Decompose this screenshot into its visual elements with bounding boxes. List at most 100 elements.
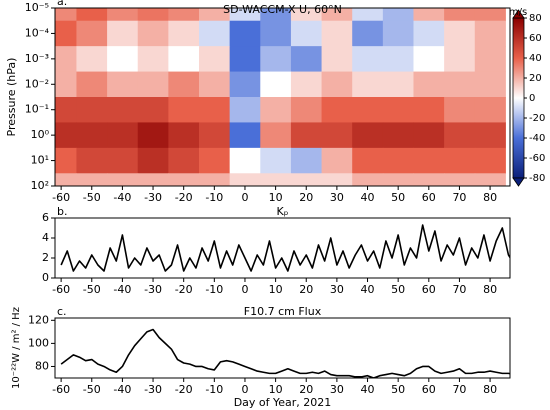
heat-cell	[382, 122, 414, 149]
heat-cell	[168, 46, 200, 73]
heat-cell	[321, 20, 353, 47]
heat-cell	[290, 97, 323, 123]
heat-cell	[382, 97, 414, 123]
colorbar-tick-label: -60	[529, 153, 545, 164]
heat-cell	[413, 8, 445, 22]
colorbar-tick-label: -40	[529, 133, 545, 144]
panel-title: Kₚ	[277, 205, 289, 218]
axes-frame	[54, 217, 511, 279]
colorbar-tick-label: 80	[529, 13, 542, 24]
x-tick-label: 60	[422, 283, 436, 296]
y-tick-label: 100	[28, 336, 49, 349]
panel-title: F10.7 cm Flux	[244, 305, 322, 318]
heat-cell	[107, 122, 139, 149]
heat-cell	[382, 147, 414, 174]
heat-cell	[107, 173, 139, 186]
plot-area	[55, 8, 506, 186]
heat-cell	[352, 122, 384, 149]
colorbar-label: m/s	[509, 7, 527, 18]
x-tick-label: -30	[144, 191, 162, 204]
data-line	[60, 328, 510, 378]
colorbar-tick-label: 60	[529, 33, 542, 44]
y-tick-label: 10⁻²	[25, 77, 49, 90]
x-tick-label: 20	[299, 383, 313, 396]
heat-cell	[137, 147, 169, 174]
heat-cell	[137, 71, 169, 98]
heat-cell	[55, 8, 77, 22]
x-tick-label: 70	[452, 283, 466, 296]
heat-cell	[444, 8, 476, 22]
plot-area	[60, 224, 510, 272]
heat-cell	[352, 173, 384, 186]
panel-label: b.	[57, 205, 67, 218]
colorbar-tick-label: 20	[529, 73, 542, 84]
panel-title: SD-WACCM-X U, 60°N	[223, 3, 342, 16]
x-tick-label: 30	[330, 191, 344, 204]
data-line	[60, 224, 510, 272]
x-tick-label: -20	[175, 383, 193, 396]
y-axis-label: Pressure (hPa)	[5, 58, 18, 137]
x-tick-label: 10	[269, 191, 283, 204]
heat-cell	[474, 122, 506, 149]
heat-cell	[352, 8, 384, 22]
heat-cell	[290, 20, 323, 47]
heat-cell	[55, 20, 77, 47]
x-tick-label: -10	[205, 283, 223, 296]
heat-cell	[260, 122, 292, 149]
heat-cell	[168, 147, 200, 174]
heat-cell	[107, 20, 139, 47]
heat-cell	[199, 147, 231, 174]
heat-cell	[382, 173, 414, 186]
panel-label: c.	[57, 305, 67, 318]
x-tick-label: 60	[422, 191, 436, 204]
heat-cell	[260, 173, 292, 186]
heat-cell	[229, 122, 261, 149]
colorbar-tick-label: 40	[529, 53, 542, 64]
x-tick-label: -10	[205, 383, 223, 396]
heat-cell	[444, 122, 476, 149]
x-tick-label: 0	[241, 283, 248, 296]
x-tick-label: -20	[175, 191, 193, 204]
heat-cell	[352, 147, 384, 174]
heat-cell	[76, 122, 108, 149]
x-tick-label: 80	[483, 383, 497, 396]
heat-cell	[352, 20, 384, 47]
heat-cell	[55, 122, 77, 149]
colorbar-tick-label: 0	[529, 93, 535, 104]
heat-cell	[107, 147, 139, 174]
heat-cell	[107, 46, 139, 73]
heat-cell	[137, 46, 169, 73]
heat-cell	[290, 71, 323, 98]
x-tick-label: 50	[391, 383, 405, 396]
heat-cell	[382, 8, 414, 22]
heat-cell	[352, 97, 384, 123]
heat-cell	[474, 147, 506, 174]
heat-cell	[76, 46, 108, 73]
heat-cell	[55, 147, 77, 174]
heat-cell	[76, 20, 108, 47]
y-tick-label: 10⁻¹	[25, 103, 49, 116]
heat-cell	[352, 46, 384, 73]
x-tick-label: 70	[452, 191, 466, 204]
heat-cell	[137, 8, 169, 22]
y-tick-label: 4	[42, 231, 49, 244]
heat-cell	[168, 71, 200, 98]
y-tick-label: 10⁻⁴	[25, 26, 50, 39]
heat-cell	[76, 97, 108, 123]
heat-cell	[444, 20, 476, 47]
x-tick-label: -60	[52, 283, 70, 296]
heat-cell	[199, 173, 231, 186]
heat-cell	[168, 122, 200, 149]
x-tick-label: -40	[113, 383, 131, 396]
heat-cell	[55, 71, 77, 98]
heat-cell	[168, 97, 200, 123]
heat-cell	[76, 8, 108, 22]
heat-cell	[199, 97, 231, 123]
heat-cell	[55, 97, 77, 123]
y-axis-label: 10⁻²²W / m² / Hz	[11, 307, 22, 389]
y-tick-label: 10⁻⁵	[25, 1, 49, 14]
y-tick-label: 10⁻³	[25, 52, 49, 65]
heat-cell	[229, 97, 261, 123]
x-tick-label: 10	[269, 383, 283, 396]
heat-cell	[260, 8, 292, 22]
